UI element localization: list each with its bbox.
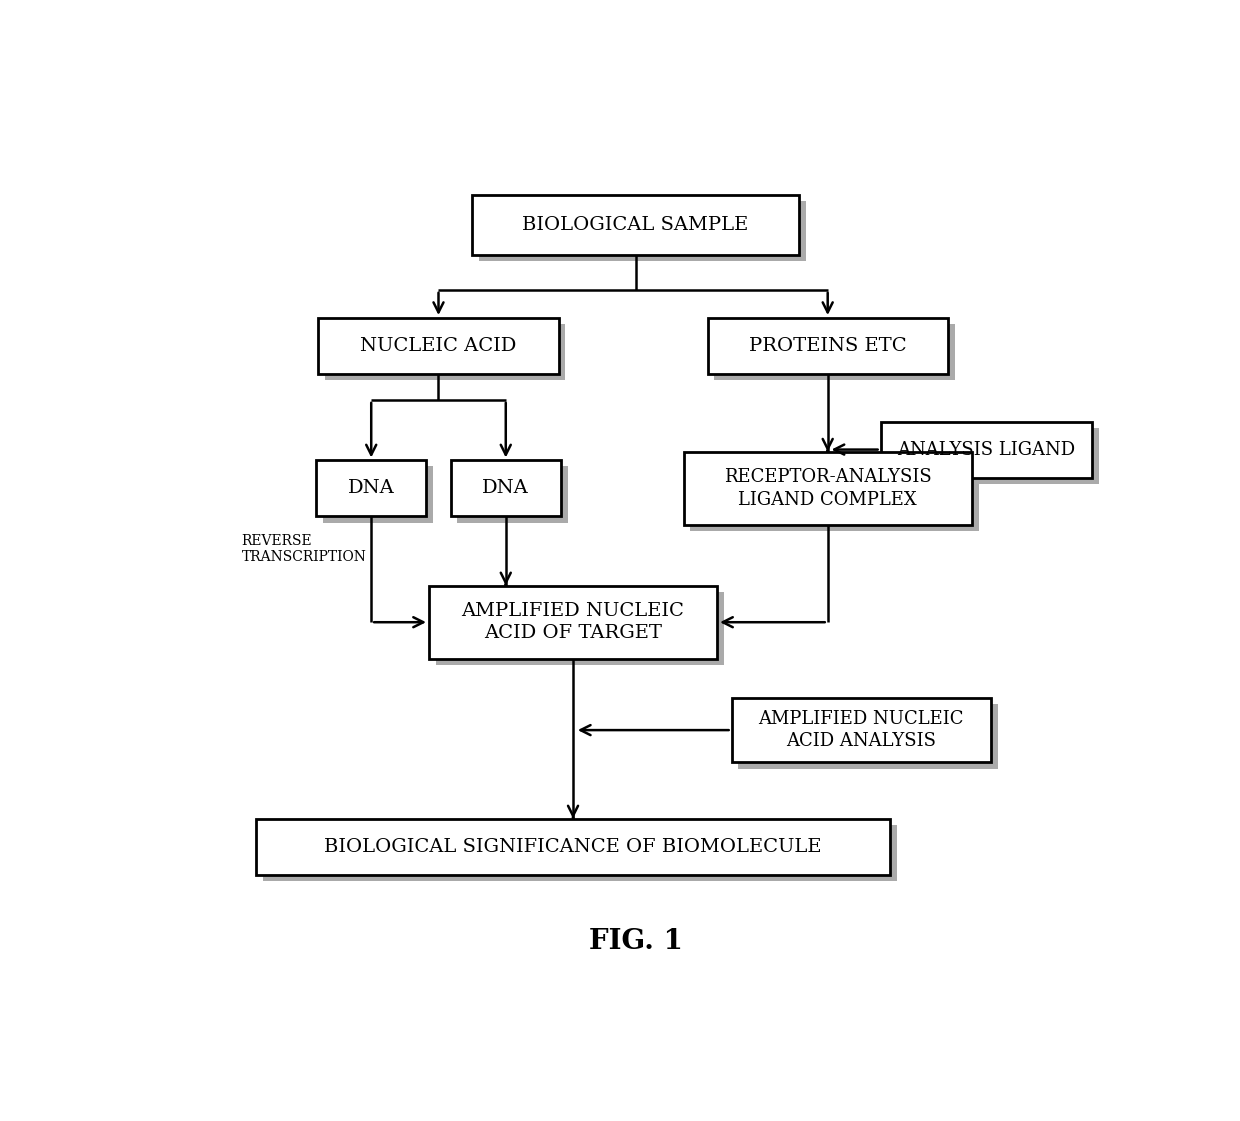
FancyBboxPatch shape [316, 461, 427, 517]
Text: PROTEINS ETC: PROTEINS ETC [749, 337, 906, 355]
FancyBboxPatch shape [450, 461, 560, 517]
FancyBboxPatch shape [255, 818, 890, 874]
FancyBboxPatch shape [263, 825, 897, 881]
Text: DNA: DNA [348, 480, 394, 498]
FancyBboxPatch shape [691, 457, 978, 531]
Text: BIOLOGICAL SAMPLE: BIOLOGICAL SAMPLE [522, 216, 749, 234]
Text: BIOLOGICAL SIGNIFICANCE OF BIOMOLECULE: BIOLOGICAL SIGNIFICANCE OF BIOMOLECULE [325, 837, 822, 855]
FancyBboxPatch shape [479, 201, 806, 261]
Text: DNA: DNA [482, 480, 529, 498]
FancyBboxPatch shape [472, 195, 799, 256]
Text: REVERSE
TRANSCRIPTION: REVERSE TRANSCRIPTION [242, 534, 366, 564]
Text: AMPLIFIED NUCLEIC
ACID OF TARGET: AMPLIFIED NUCLEIC ACID OF TARGET [461, 602, 684, 642]
FancyBboxPatch shape [738, 704, 998, 769]
Text: ANALYSIS LIGAND: ANALYSIS LIGAND [898, 441, 1075, 458]
Text: FIG. 1: FIG. 1 [589, 928, 682, 955]
FancyBboxPatch shape [880, 421, 1092, 478]
Text: AMPLIFIED NUCLEIC
ACID ANALYSIS: AMPLIFIED NUCLEIC ACID ANALYSIS [759, 710, 963, 750]
FancyBboxPatch shape [322, 466, 433, 522]
FancyBboxPatch shape [458, 466, 568, 522]
FancyBboxPatch shape [683, 452, 972, 525]
Text: NUCLEIC ACID: NUCLEIC ACID [361, 337, 517, 355]
FancyBboxPatch shape [435, 592, 724, 665]
FancyBboxPatch shape [708, 318, 947, 374]
FancyBboxPatch shape [888, 427, 1099, 483]
FancyBboxPatch shape [319, 318, 558, 374]
Text: RECEPTOR-ANALYSIS
LIGAND COMPLEX: RECEPTOR-ANALYSIS LIGAND COMPLEX [724, 469, 931, 509]
FancyBboxPatch shape [732, 697, 991, 762]
FancyBboxPatch shape [714, 324, 955, 380]
FancyBboxPatch shape [429, 585, 717, 659]
FancyBboxPatch shape [325, 324, 565, 380]
